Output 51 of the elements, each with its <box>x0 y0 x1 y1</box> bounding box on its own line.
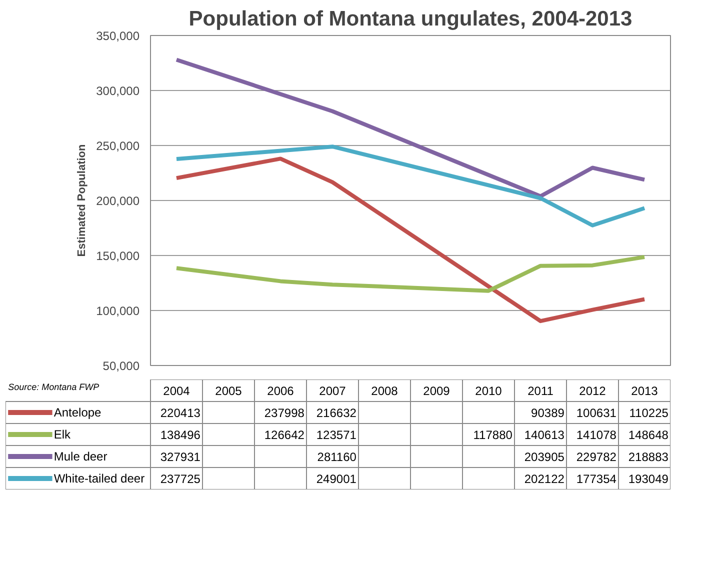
x-tick-label: 2008 <box>371 384 398 398</box>
y-tick-label: 150,000 <box>96 249 140 263</box>
y-tick-label: 100,000 <box>96 304 140 318</box>
data-label: 193049 <box>628 472 669 486</box>
data-label: 140613 <box>524 428 565 442</box>
y-axis-title: Estimated Population <box>76 144 88 257</box>
data-label: 138496 <box>160 428 201 442</box>
x-tick-label: 2006 <box>267 384 294 398</box>
data-label: 229782 <box>576 450 617 464</box>
x-tick-label: 2007 <box>319 384 346 398</box>
data-label: 126642 <box>264 428 305 442</box>
legend-label: Mule deer <box>54 450 108 464</box>
source-note: Source: Montana FWP <box>8 382 100 392</box>
line-series <box>174 58 646 198</box>
line-series <box>174 144 646 228</box>
data-label: 90389 <box>531 406 565 420</box>
data-label: 177354 <box>576 472 617 486</box>
y-tick-label: 50,000 <box>102 359 140 373</box>
line-series <box>174 254 646 293</box>
data-label: 216632 <box>316 406 357 420</box>
y-tick-label: 200,000 <box>96 194 140 208</box>
data-label: 237725 <box>160 472 201 486</box>
data-label: 281160 <box>317 450 357 464</box>
data-label: 100631 <box>576 406 617 420</box>
data-label: 203905 <box>524 450 565 464</box>
data-label: 148648 <box>628 428 669 442</box>
x-tick-label: 2009 <box>423 384 450 398</box>
line-series <box>174 156 646 324</box>
legend-label: White-tailed deer <box>54 472 145 486</box>
chart-title: Population of Montana ungulates, 2004-2013 <box>188 8 632 30</box>
x-tick-label: 2012 <box>579 384 606 398</box>
x-tick-label: 2004 <box>163 384 190 398</box>
data-label: 141078 <box>576 428 617 442</box>
legend-label: Elk <box>54 428 72 442</box>
x-tick-label: 2013 <box>631 384 658 398</box>
y-tick-label: 350,000 <box>96 29 140 43</box>
data-label: 327931 <box>160 450 201 464</box>
x-tick-label: 2011 <box>528 384 554 398</box>
data-label: 202122 <box>524 472 565 486</box>
data-label: 123571 <box>316 428 357 442</box>
x-tick-label: 2010 <box>475 384 502 398</box>
data-label: 110225 <box>629 406 669 420</box>
data-label: 220413 <box>160 406 201 420</box>
data-label: 218883 <box>628 450 669 464</box>
y-tick-label: 300,000 <box>96 84 140 98</box>
legend-label: Antelope <box>54 406 102 420</box>
x-tick-label: 2005 <box>215 384 242 398</box>
data-label: 249001 <box>316 472 357 486</box>
y-tick-label: 250,000 <box>96 139 140 153</box>
data-label: 237998 <box>264 406 305 420</box>
data-label: 117880 <box>473 428 513 442</box>
